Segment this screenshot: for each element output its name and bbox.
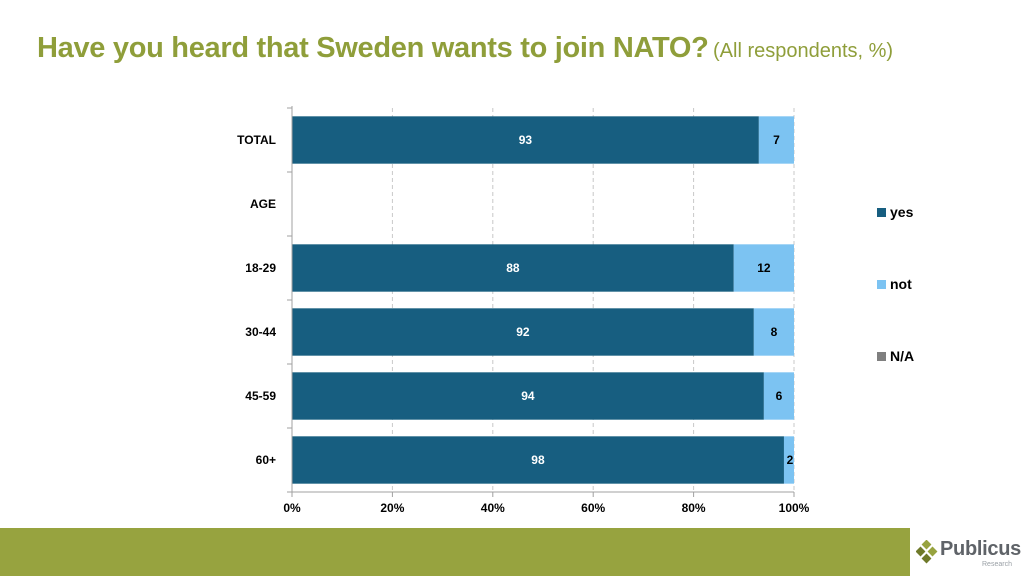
bar-segment-not — [763, 372, 794, 420]
data-label: 93 — [519, 133, 533, 147]
bar-segment-not — [753, 308, 794, 356]
chart-title-main: Have you heard that Sweden wants to join… — [37, 32, 709, 64]
x-tick-label: 100% — [779, 501, 810, 515]
data-label: 12 — [757, 261, 771, 275]
category-label: 30-44 — [245, 325, 276, 339]
axes — [287, 106, 795, 497]
category-label: 60+ — [256, 453, 276, 467]
bar-segment-yes — [292, 436, 784, 484]
legend-label: N/A — [890, 348, 914, 364]
footer-band — [0, 528, 910, 576]
bar-segment-not — [733, 244, 794, 292]
data-label: 2 — [787, 453, 794, 467]
legend-swatch-not — [877, 280, 886, 289]
legend-swatch-yes — [877, 208, 886, 217]
bars — [292, 116, 794, 484]
publicus-logo: Publicus Research — [916, 538, 1024, 572]
category-label: AGE — [250, 197, 276, 211]
logo-name: Publicus — [940, 538, 1021, 560]
legend-label: yes — [890, 204, 914, 220]
data-label: 8 — [771, 325, 778, 339]
x-tick-label: 80% — [682, 501, 706, 515]
bar-segment-yes — [292, 116, 759, 164]
chart-title: Have you heard that Sweden wants to join… — [37, 32, 893, 65]
legend: yes not N/A — [877, 204, 914, 364]
labels: 93 7 TOTAL AGE 88 12 18-29 92 8 30-44 94 6 45-59 98 2 6… — [237, 133, 810, 515]
chart-title-sub: (All respondents, %) — [713, 40, 894, 62]
x-tick-label: 0% — [283, 501, 301, 515]
x-tick-label: 60% — [581, 501, 605, 515]
bar-segment-not — [783, 436, 794, 484]
bar-segment-yes — [292, 308, 754, 356]
data-label: 88 — [506, 261, 520, 275]
data-label: 94 — [521, 389, 535, 403]
bar-segment-not — [758, 116, 794, 164]
category-label: 45-59 — [245, 389, 276, 403]
category-label: 18-29 — [245, 261, 276, 275]
x-tick-label: 40% — [481, 501, 505, 515]
logo-diamonds-icon — [916, 540, 938, 564]
legend-swatch-na — [877, 352, 886, 361]
data-label: 6 — [776, 389, 783, 403]
category-label: TOTAL — [237, 133, 276, 147]
legend-label: not — [890, 276, 912, 292]
logo-tagline: Research — [982, 561, 1012, 568]
bar-segment-yes — [292, 372, 764, 420]
data-label: 92 — [516, 325, 530, 339]
data-label: 7 — [773, 133, 780, 147]
x-tick-label: 20% — [380, 501, 404, 515]
bar-segment-yes — [292, 244, 734, 292]
data-label: 98 — [531, 453, 545, 467]
gridlines — [391, 108, 795, 492]
